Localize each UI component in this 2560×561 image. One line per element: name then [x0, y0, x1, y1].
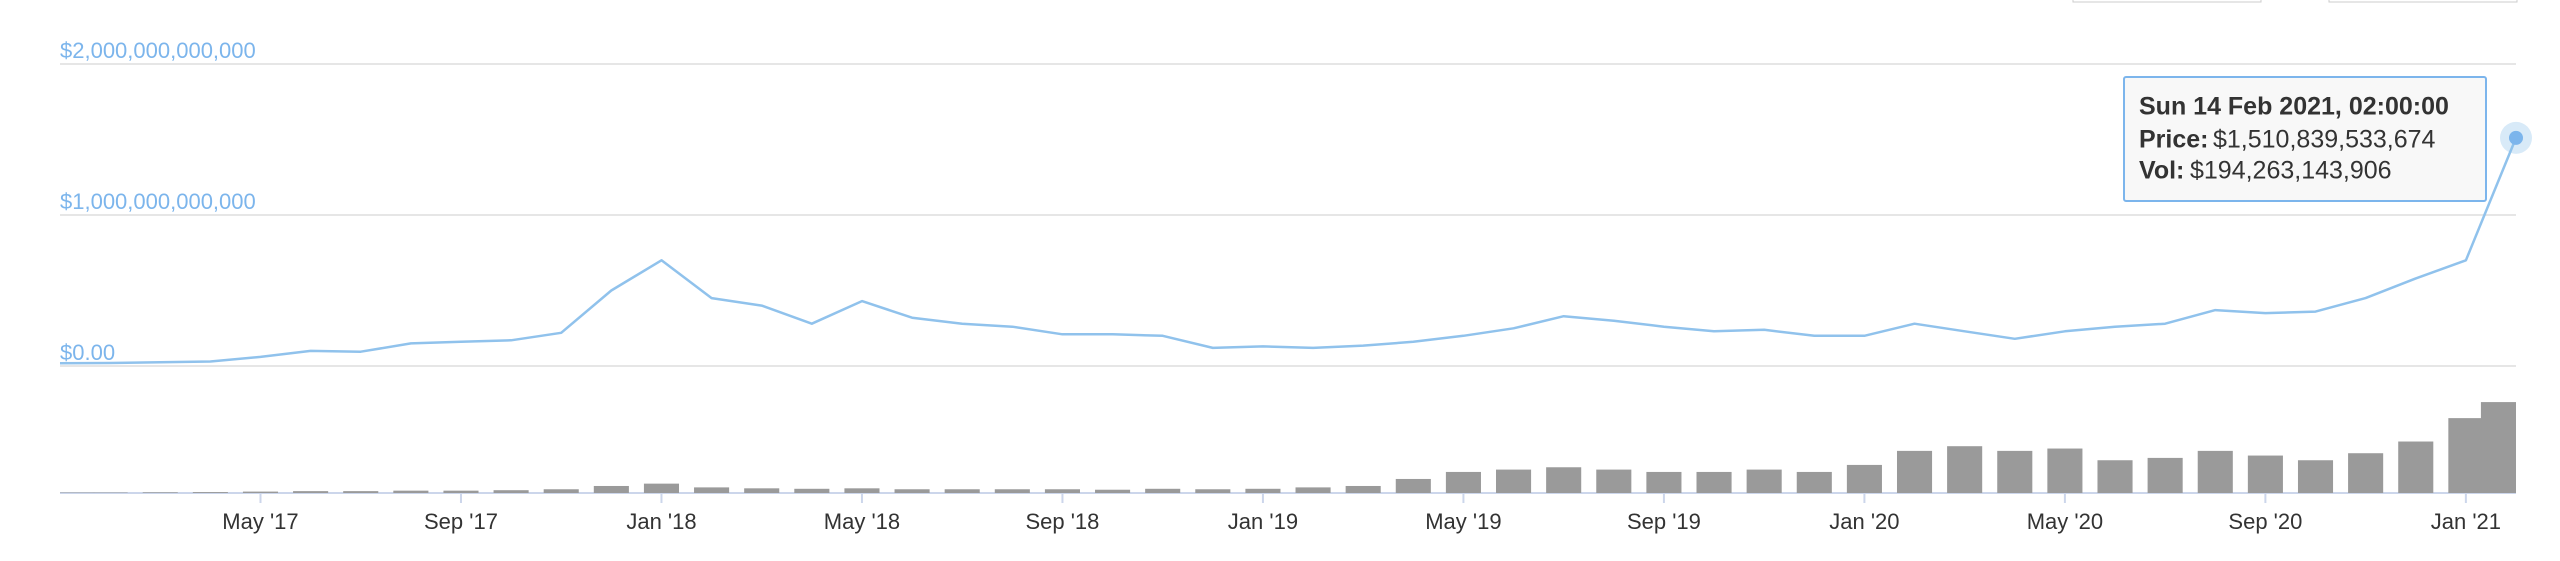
volume-bar: [1346, 486, 1381, 493]
volume-bar: [1245, 489, 1280, 493]
y-tick-label: $0.00: [60, 340, 115, 365]
volume-bar: [2398, 442, 2433, 493]
range-button[interactable]: [2073, 0, 2261, 2]
x-tick-label: May '20: [2027, 509, 2103, 534]
volume-bar: [1045, 489, 1080, 493]
volume-bar: [2348, 453, 2383, 493]
volume-bar: [393, 491, 428, 493]
volume-bar: [544, 489, 579, 493]
volume-bar: [1646, 472, 1681, 493]
x-tick-label: Jan '20: [1829, 509, 1899, 534]
volume-bar: [2298, 460, 2333, 493]
volume-bar: [1847, 465, 1882, 493]
x-tick-label: Sep '20: [2228, 509, 2302, 534]
volume-bar: [343, 491, 378, 493]
volume-bar: [1396, 479, 1431, 493]
range-button[interactable]: [2329, 0, 2517, 2]
volume-bar: [594, 486, 629, 493]
volume-bar: [1596, 470, 1631, 493]
tooltip-title: Sun 14 Feb 2021, 02:00:00: [2139, 93, 2449, 121]
volume-bar: [2097, 460, 2132, 493]
tooltip-vol-label: Vol:: [2139, 157, 2184, 185]
volume-bar: [1997, 451, 2032, 493]
volume-bar: [794, 489, 829, 493]
volume-bar: [1897, 451, 1932, 493]
tooltip-price: $1,510,839,533,674: [2213, 126, 2436, 154]
volume-bar: [2448, 418, 2483, 493]
volume-bar: [945, 489, 980, 493]
volume-bar: [494, 490, 529, 493]
volume-bar: [2198, 451, 2233, 493]
volume-bar: [1496, 470, 1531, 493]
hover-point: [2509, 131, 2523, 145]
volume-bar: [895, 489, 930, 493]
volume-bar: [744, 488, 779, 493]
volume-bar: [1296, 487, 1331, 493]
volume-bar: [1095, 490, 1130, 493]
volume-bar: [293, 491, 328, 493]
volume-bar: [1696, 472, 1731, 493]
volume-bar: [1446, 472, 1481, 493]
volume-bar: [2248, 456, 2283, 493]
x-tick-label: Sep '18: [1025, 509, 1099, 534]
tooltip-vol: $194,263,143,906: [2190, 157, 2392, 185]
x-tick-label: Sep '19: [1627, 509, 1701, 534]
x-tick-label: Jan '21: [2431, 509, 2501, 534]
volume-bar: [1947, 446, 1982, 493]
volume-bar: [1145, 489, 1180, 493]
volume-bar: [443, 491, 478, 493]
volume-bar: [644, 484, 679, 493]
tooltip-price-label: Price:: [2139, 126, 2208, 154]
volume-bar: [2047, 449, 2082, 493]
x-tick-label: May '18: [824, 509, 900, 534]
volume-bar: [1797, 472, 1832, 493]
volume-bar: [1747, 470, 1782, 493]
volume-bar: [1195, 489, 1230, 493]
volume-bar: [1546, 467, 1581, 493]
x-tick-label: Jan '18: [626, 509, 696, 534]
volume-bar: [193, 492, 228, 493]
volume-bar: [995, 489, 1030, 493]
y-tick-label: $2,000,000,000,000: [60, 38, 256, 63]
volume-bar: [2148, 458, 2183, 493]
x-tick-label: Sep '17: [424, 509, 498, 534]
volume-bar: [243, 492, 278, 493]
volume-bar: [143, 492, 178, 493]
y-tick-label: $1,000,000,000,000: [60, 189, 256, 214]
volume-bar: [844, 488, 879, 493]
tooltip: Sun 14 Feb 2021, 02:00:00 Price: $1,510,…: [2124, 77, 2486, 201]
x-tick-label: May '17: [222, 509, 298, 534]
volume-bar: [694, 487, 729, 493]
x-tick-label: May '19: [1425, 509, 1501, 534]
volume-bar: [2481, 402, 2516, 493]
x-tick-label: Jan '19: [1228, 509, 1298, 534]
